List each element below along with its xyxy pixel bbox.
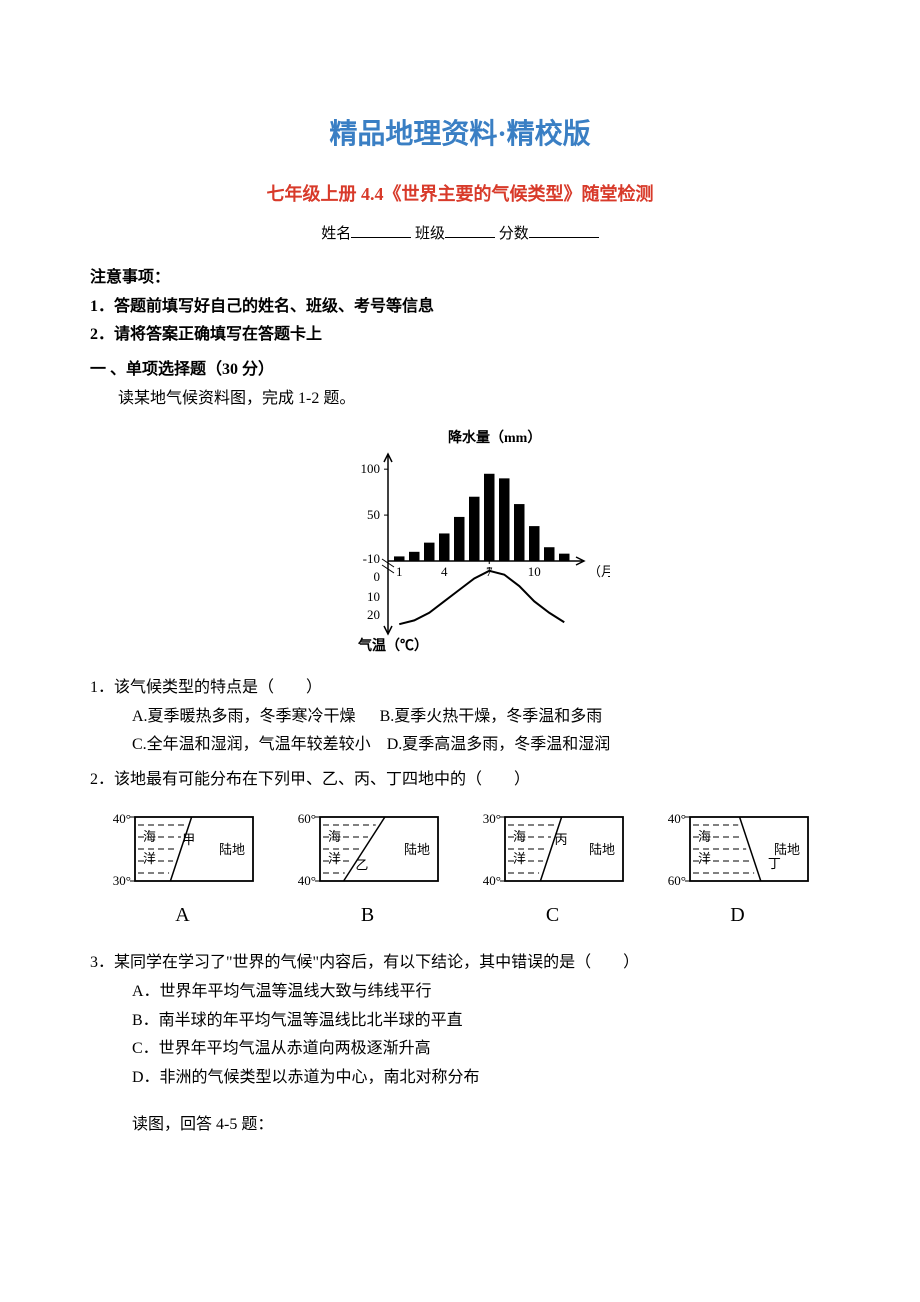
map-B-svg: 60° 40° 海洋 陆地乙 [288,805,448,895]
svg-text:乙: 乙 [355,857,368,872]
svg-text:0: 0 [374,569,381,584]
map-A-svg: 40° 30° 海洋 陆地 甲 [103,805,263,895]
map-C-letter: C [460,897,645,933]
q1-optA: A.夏季暖热多雨，冬季寒冷干燥 [132,708,356,725]
note-line-2: 2．请将答案正确填写在答题卡上 [90,321,830,350]
svg-text:10: 10 [528,564,541,579]
q3-optD: D．非洲的气候类型以赤道为中心，南北对称分布 [132,1064,830,1093]
map-C: 30° 40° 海洋 陆地 丙 C [460,805,645,933]
svg-text:20: 20 [367,607,380,622]
name-blank[interactable] [351,223,411,238]
read-4-5: 读图，回答 4-5 题： [90,1111,830,1140]
svg-text:丁: 丁 [767,856,780,871]
svg-text:10: 10 [367,589,380,604]
svg-text:海: 海 [328,829,341,844]
svg-text:40°: 40° [667,811,685,826]
q1-stem: 1．该气候类型的特点是（ ） [90,674,830,703]
map-D-svg: 40° 60° 海洋 陆地丁 [658,805,818,895]
svg-text:陆地: 陆地 [219,842,245,857]
svg-text:海: 海 [698,829,711,844]
score-label: 分数 [499,226,529,242]
q1-optD: D.夏季高温多雨，冬季温和湿润 [387,736,611,753]
svg-text:-10: -10 [363,551,380,566]
read-intro: 读某地气候资料图，完成 1-2 题。 [90,385,830,414]
svg-text:100: 100 [361,461,381,476]
svg-text:陆地: 陆地 [404,842,430,857]
svg-text:洋: 洋 [328,851,341,866]
map-A: 40° 30° 海洋 陆地 甲 A [90,805,275,933]
climate-chart: 降水量（mm）5010014710（月）-1001020气温（℃） [90,426,830,656]
q3-optA: A．世界年平均气温等温线大致与纬线平行 [132,978,830,1007]
svg-text:洋: 洋 [143,851,156,866]
map-D-letter: D [645,897,830,933]
svg-text:洋: 洋 [513,851,526,866]
q1-options: A.夏季暖热多雨，冬季寒冷干燥 B.夏季火热干燥，冬季温和多雨 C.全年温和湿润… [90,703,830,761]
climate-chart-svg: 降水量（mm）5010014710（月）-1001020气温（℃） [310,426,610,656]
svg-text:30°: 30° [482,811,500,826]
class-blank[interactable] [445,223,495,238]
map-C-svg: 30° 40° 海洋 陆地 丙 [473,805,633,895]
svg-text:40°: 40° [112,811,130,826]
svg-text:50: 50 [367,507,380,522]
svg-text:丙: 丙 [554,832,567,847]
svg-text:（月）: （月） [588,564,610,579]
q3-optB: B．南半球的年平均气温等温线比北半球的平直 [132,1007,830,1036]
notes-heading: 注意事项： [90,264,830,293]
svg-text:甲: 甲 [182,832,195,847]
q1-optC: C.全年温和湿润，气温年较差较小 [132,736,371,753]
score-blank[interactable] [529,223,599,238]
name-label: 姓名 [321,226,351,242]
q2-stem: 2．该地最有可能分布在下列甲、乙、丙、丁四地中的（ ） [90,766,830,795]
svg-text:海: 海 [143,829,156,844]
svg-text:30°: 30° [112,873,130,888]
section-1-heading: 一 、单项选择题（30 分） [90,356,830,385]
svg-text:海: 海 [513,829,526,844]
svg-text:降水量（mm）: 降水量（mm） [448,429,541,446]
svg-text:60°: 60° [297,811,315,826]
q3-optC: C．世界年平均气温从赤道向两极逐渐升高 [132,1035,830,1064]
note-line-1: 1．答题前填写好自己的姓名、班级、考号等信息 [90,293,830,322]
maps-row: 40°30°海洋陆地甲 A 60°40°海洋陆地乙 B 30°40°海洋陆地丙 … [90,805,830,933]
svg-text:40°: 40° [482,873,500,888]
svg-text:60°: 60° [667,873,685,888]
map-A-letter: A [90,897,275,933]
name-class-score-line: 姓名 班级 分数 [90,221,830,248]
map-D: 40° 60° 海洋 陆地丁 D [645,805,830,933]
q3-stem: 3．某同学在学习了"世界的气候"内容后，有以下结论，其中错误的是（ ） [90,949,830,978]
svg-text:1: 1 [396,564,403,579]
main-title: 精品地理资料·精校版 [90,110,830,160]
class-label: 班级 [415,226,445,242]
sub-title: 七年级上册 4.4《世界主要的气候类型》随堂检测 [90,178,830,210]
map-B-letter: B [275,897,460,933]
svg-text:气温（℃）: 气温（℃） [357,637,428,654]
svg-text:陆地: 陆地 [589,842,615,857]
svg-text:陆地: 陆地 [774,842,800,857]
q3-options: A．世界年平均气温等温线大致与纬线平行 B．南半球的年平均气温等温线比北半球的平… [90,978,830,1093]
map-B: 60° 40° 海洋 陆地乙 B [275,805,460,933]
svg-text:洋: 洋 [698,851,711,866]
q1-optB: B.夏季火热干燥，冬季温和多雨 [380,708,603,725]
svg-text:40°: 40° [297,873,315,888]
svg-text:4: 4 [441,564,448,579]
